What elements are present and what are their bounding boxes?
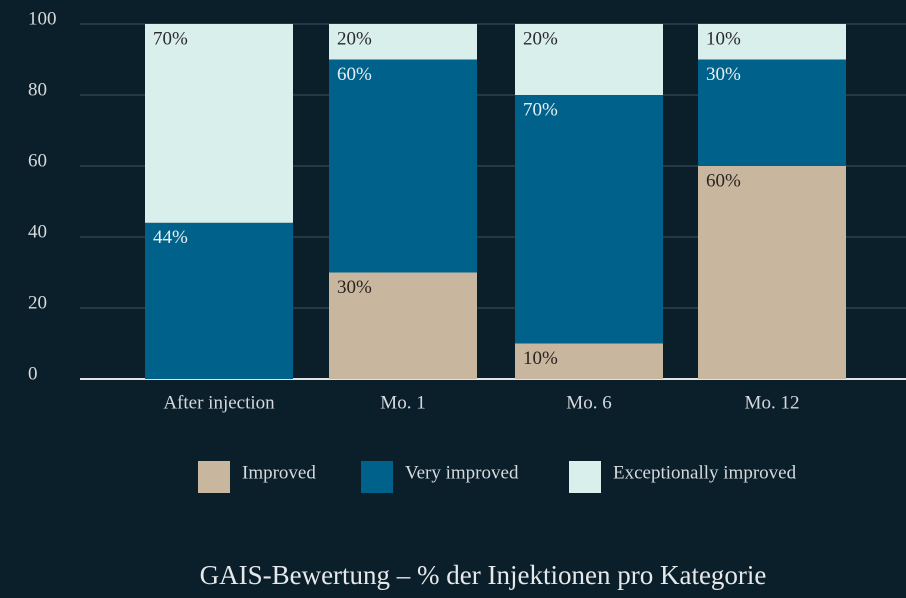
y-tick-label: 0: [28, 363, 38, 384]
data-label: 70%: [523, 99, 558, 120]
bar-segment: [329, 272, 477, 379]
legend-label: Improved: [242, 462, 316, 483]
data-label: 20%: [523, 28, 558, 49]
legend-swatch: [198, 461, 230, 493]
legend-label: Exceptionally improved: [613, 462, 797, 483]
y-tick-label: 40: [28, 221, 47, 242]
data-label: 30%: [706, 64, 741, 85]
bar-segment: [515, 95, 663, 344]
data-label: 10%: [523, 348, 558, 369]
bar-segment: [515, 343, 663, 379]
legend-label: Very improved: [405, 462, 519, 483]
bar-segment: [145, 24, 293, 223]
data-label: 10%: [706, 28, 741, 49]
bars: [145, 24, 846, 379]
y-tick-label: 100: [28, 8, 57, 29]
bar-segment: [145, 222, 293, 379]
legend-swatch: [569, 461, 601, 493]
data-label: 70%: [153, 28, 188, 49]
bar-segment: [698, 24, 846, 60]
x-tick-label: Mo. 1: [380, 392, 425, 413]
chart-title: GAIS-Bewertung – % der Injektionen pro K…: [200, 560, 767, 590]
data-label: 60%: [337, 64, 372, 85]
bar-segment: [329, 59, 477, 273]
x-tick-label: Mo. 6: [566, 392, 611, 413]
x-tick-label: After injection: [163, 392, 275, 413]
bar-segment: [515, 24, 663, 95]
bar-segment: [698, 59, 846, 166]
labels: 0 20 40 60 80 100 After injection 44% 70% Mo. 1 30…: [28, 8, 799, 493]
legend-swatch: [361, 461, 393, 493]
y-tick-label: 80: [28, 79, 47, 100]
bar-segment: [698, 166, 846, 379]
data-label: 44%: [153, 227, 188, 248]
data-label: 60%: [706, 170, 741, 191]
data-label: 30%: [337, 277, 372, 298]
y-tick-label: 60: [28, 150, 47, 171]
y-tick-label: 20: [28, 292, 47, 313]
data-label: 20%: [337, 28, 372, 49]
x-tick-label: Mo. 12: [745, 392, 800, 413]
bar-segment: [329, 24, 477, 60]
